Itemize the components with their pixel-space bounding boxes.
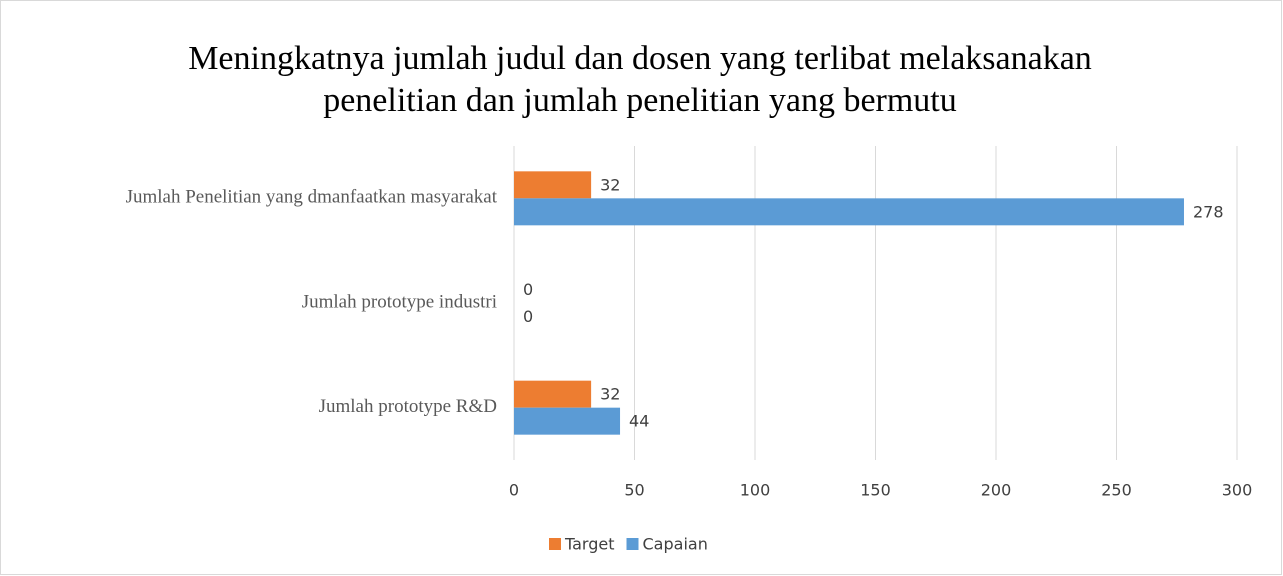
x-tick-label: 50 [624,481,644,500]
chart-title: Meningkatnya jumlah judul dan dosen yang… [188,40,1092,119]
x-tick-label: 200 [981,481,1012,500]
legend-label: Target [564,535,615,554]
bar [514,380,592,408]
data-label: 0 [523,280,533,299]
data-label: 0 [523,307,533,326]
data-label: 32 [600,175,620,194]
data-label: 32 [600,385,620,404]
x-tick-label: 0 [509,481,519,500]
x-tick-label: 100 [740,481,771,500]
data-label: 44 [629,412,649,431]
y-tick-label: Jumlah Penelitian yang dmanfaatkan masya… [126,187,498,208]
y-tick-label: Jumlah prototype R&D [319,396,497,417]
bar [514,407,621,435]
legend-swatch [626,538,639,550]
legend-swatch [549,538,561,550]
bar [514,171,592,199]
x-tick-label: 150 [860,481,891,500]
legend-label: Capaian [643,535,708,554]
x-tick-label: 300 [1222,481,1253,500]
x-tick-label: 250 [1101,481,1132,500]
data-label: 278 [1193,202,1224,221]
y-tick-label: Jumlah prototype industri [302,291,497,312]
bar [514,198,1184,226]
